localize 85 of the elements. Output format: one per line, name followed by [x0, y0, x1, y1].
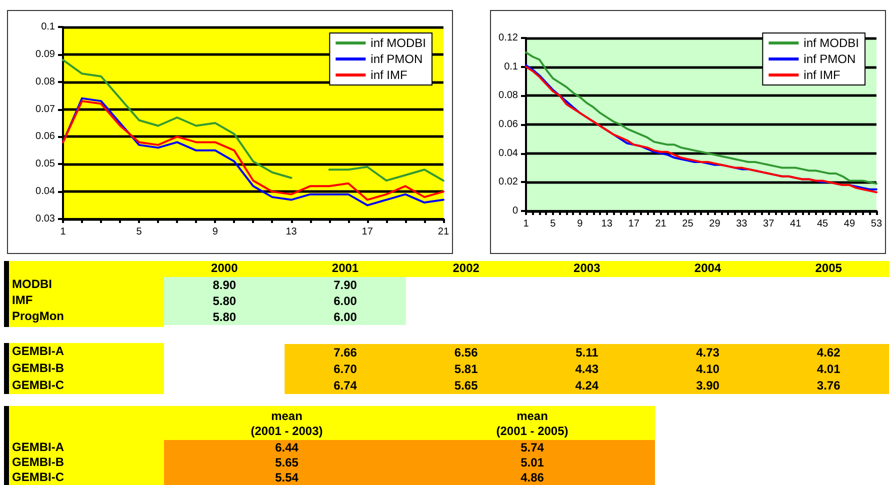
y-tick-label: 0.1: [504, 61, 518, 72]
data-label: 5.81: [454, 362, 478, 376]
y-tick-label: 0.05: [36, 158, 56, 170]
y-tick-label: 0.1: [41, 22, 56, 32]
x-tick-label: 29: [709, 218, 721, 230]
y-tick-label: GEMBI-B: [12, 454, 64, 470]
legend-label: inf MODBI: [804, 36, 859, 50]
data-label: 4.24: [575, 378, 599, 393]
x-tick-label: 2004: [693, 261, 722, 276]
y-tick-label: 0.06: [498, 119, 518, 130]
data-label: 3.76: [816, 378, 841, 393]
legend-label: inf PMON: [370, 52, 423, 66]
y-tick-label: 0.09: [36, 48, 56, 60]
x-tick-label: 37: [763, 218, 775, 230]
y-tick-label: 0.08: [498, 90, 518, 102]
x-tick-label: mean (2001 - 2005): [495, 409, 570, 439]
data-label: 5.54: [275, 470, 299, 484]
data-label: 4.73: [696, 345, 720, 360]
data-label: 5.11: [576, 345, 599, 360]
x-tick-label: 21: [655, 218, 667, 230]
x-tick-label: 9: [577, 218, 584, 230]
x-tick-label: 2001: [330, 261, 360, 276]
data-label: 8.90: [212, 278, 236, 292]
data-label: 4.10: [696, 362, 720, 376]
data-label: 5.74: [520, 440, 544, 454]
data-label: 4.62: [816, 345, 841, 360]
y-tick-label: GEMBI-B: [12, 361, 64, 376]
x-tick-label: 2000: [210, 261, 239, 276]
data-label: 6.00: [334, 294, 358, 308]
legend-label: inf PMON: [804, 52, 856, 66]
data-label: 6.44: [275, 440, 299, 454]
data-label: 4.86: [520, 470, 544, 484]
x-tick-label: 13: [601, 218, 613, 230]
y-tick-label: IMF: [12, 293, 33, 308]
data-label: 5.65: [454, 378, 478, 393]
data-label: 5.65: [275, 456, 299, 470]
data-label: 6.70: [334, 362, 358, 376]
y-tick-label: 0.12: [498, 32, 518, 44]
data-label: 6.00: [334, 310, 358, 324]
x-tick-label: 53: [870, 218, 882, 230]
y-tick-label: GEMBI-C: [12, 378, 64, 393]
x-tick-label: 21: [438, 226, 450, 238]
y-tick-label: 0.02: [498, 176, 518, 188]
x-tick-label: 45: [816, 218, 829, 230]
data-label: 5.80: [212, 310, 236, 324]
x-tick-label: 9: [212, 226, 218, 238]
y-tick-label: GEMBI-A: [12, 440, 64, 454]
y-tick-label: 0.04: [498, 148, 518, 159]
x-tick-label: 2003: [572, 261, 602, 276]
y-tick-label: 0.04: [36, 186, 56, 198]
data-label: 5.01: [520, 456, 544, 470]
x-tick-label: 2005: [814, 261, 843, 276]
data-label: 6.74: [334, 378, 358, 393]
y-tick-label: GEMBI-C: [12, 470, 64, 484]
legend-label: inf IMF: [370, 68, 408, 82]
legend-label: inf MODBI: [370, 36, 426, 50]
x-tick-label: 1: [523, 218, 530, 230]
x-tick-label: 5: [136, 226, 142, 238]
y-tick-label: ProgMon: [12, 309, 64, 324]
y-tick-label: 0.07: [36, 104, 56, 115]
x-tick-label: 25: [682, 218, 694, 230]
x-tick-label: mean (2001 - 2003): [250, 409, 324, 439]
x-tick-label: 2002: [452, 261, 480, 276]
data-label: 4.43: [575, 362, 599, 376]
x-tick-label: 41: [790, 218, 802, 230]
data-label: 7.90: [334, 278, 358, 292]
x-tick-label: 13: [286, 226, 298, 238]
data-label: 7.66: [334, 345, 358, 360]
y-tick-label: MODBI: [12, 277, 52, 292]
data-label: 3.90: [696, 378, 720, 393]
legend-label: inf IMF: [804, 68, 840, 82]
y-tick-label: 0.06: [36, 131, 56, 142]
x-tick-label: 5: [550, 218, 556, 230]
y-tick-label: 0.08: [36, 76, 56, 88]
x-tick-label: 33: [736, 218, 748, 230]
y-tick-label: 0.03: [36, 214, 56, 224]
x-tick-label: 17: [628, 218, 640, 230]
data-label: 5.80: [212, 294, 236, 308]
y-tick-label: 0: [512, 206, 518, 216]
y-tick-label: GEMBI-A: [12, 344, 64, 360]
data-label: 6.56: [454, 345, 478, 360]
data-label: 4.01: [816, 362, 841, 376]
x-tick-label: 49: [844, 218, 856, 230]
x-tick-label: 17: [362, 226, 374, 238]
x-tick-label: 1: [60, 226, 66, 238]
